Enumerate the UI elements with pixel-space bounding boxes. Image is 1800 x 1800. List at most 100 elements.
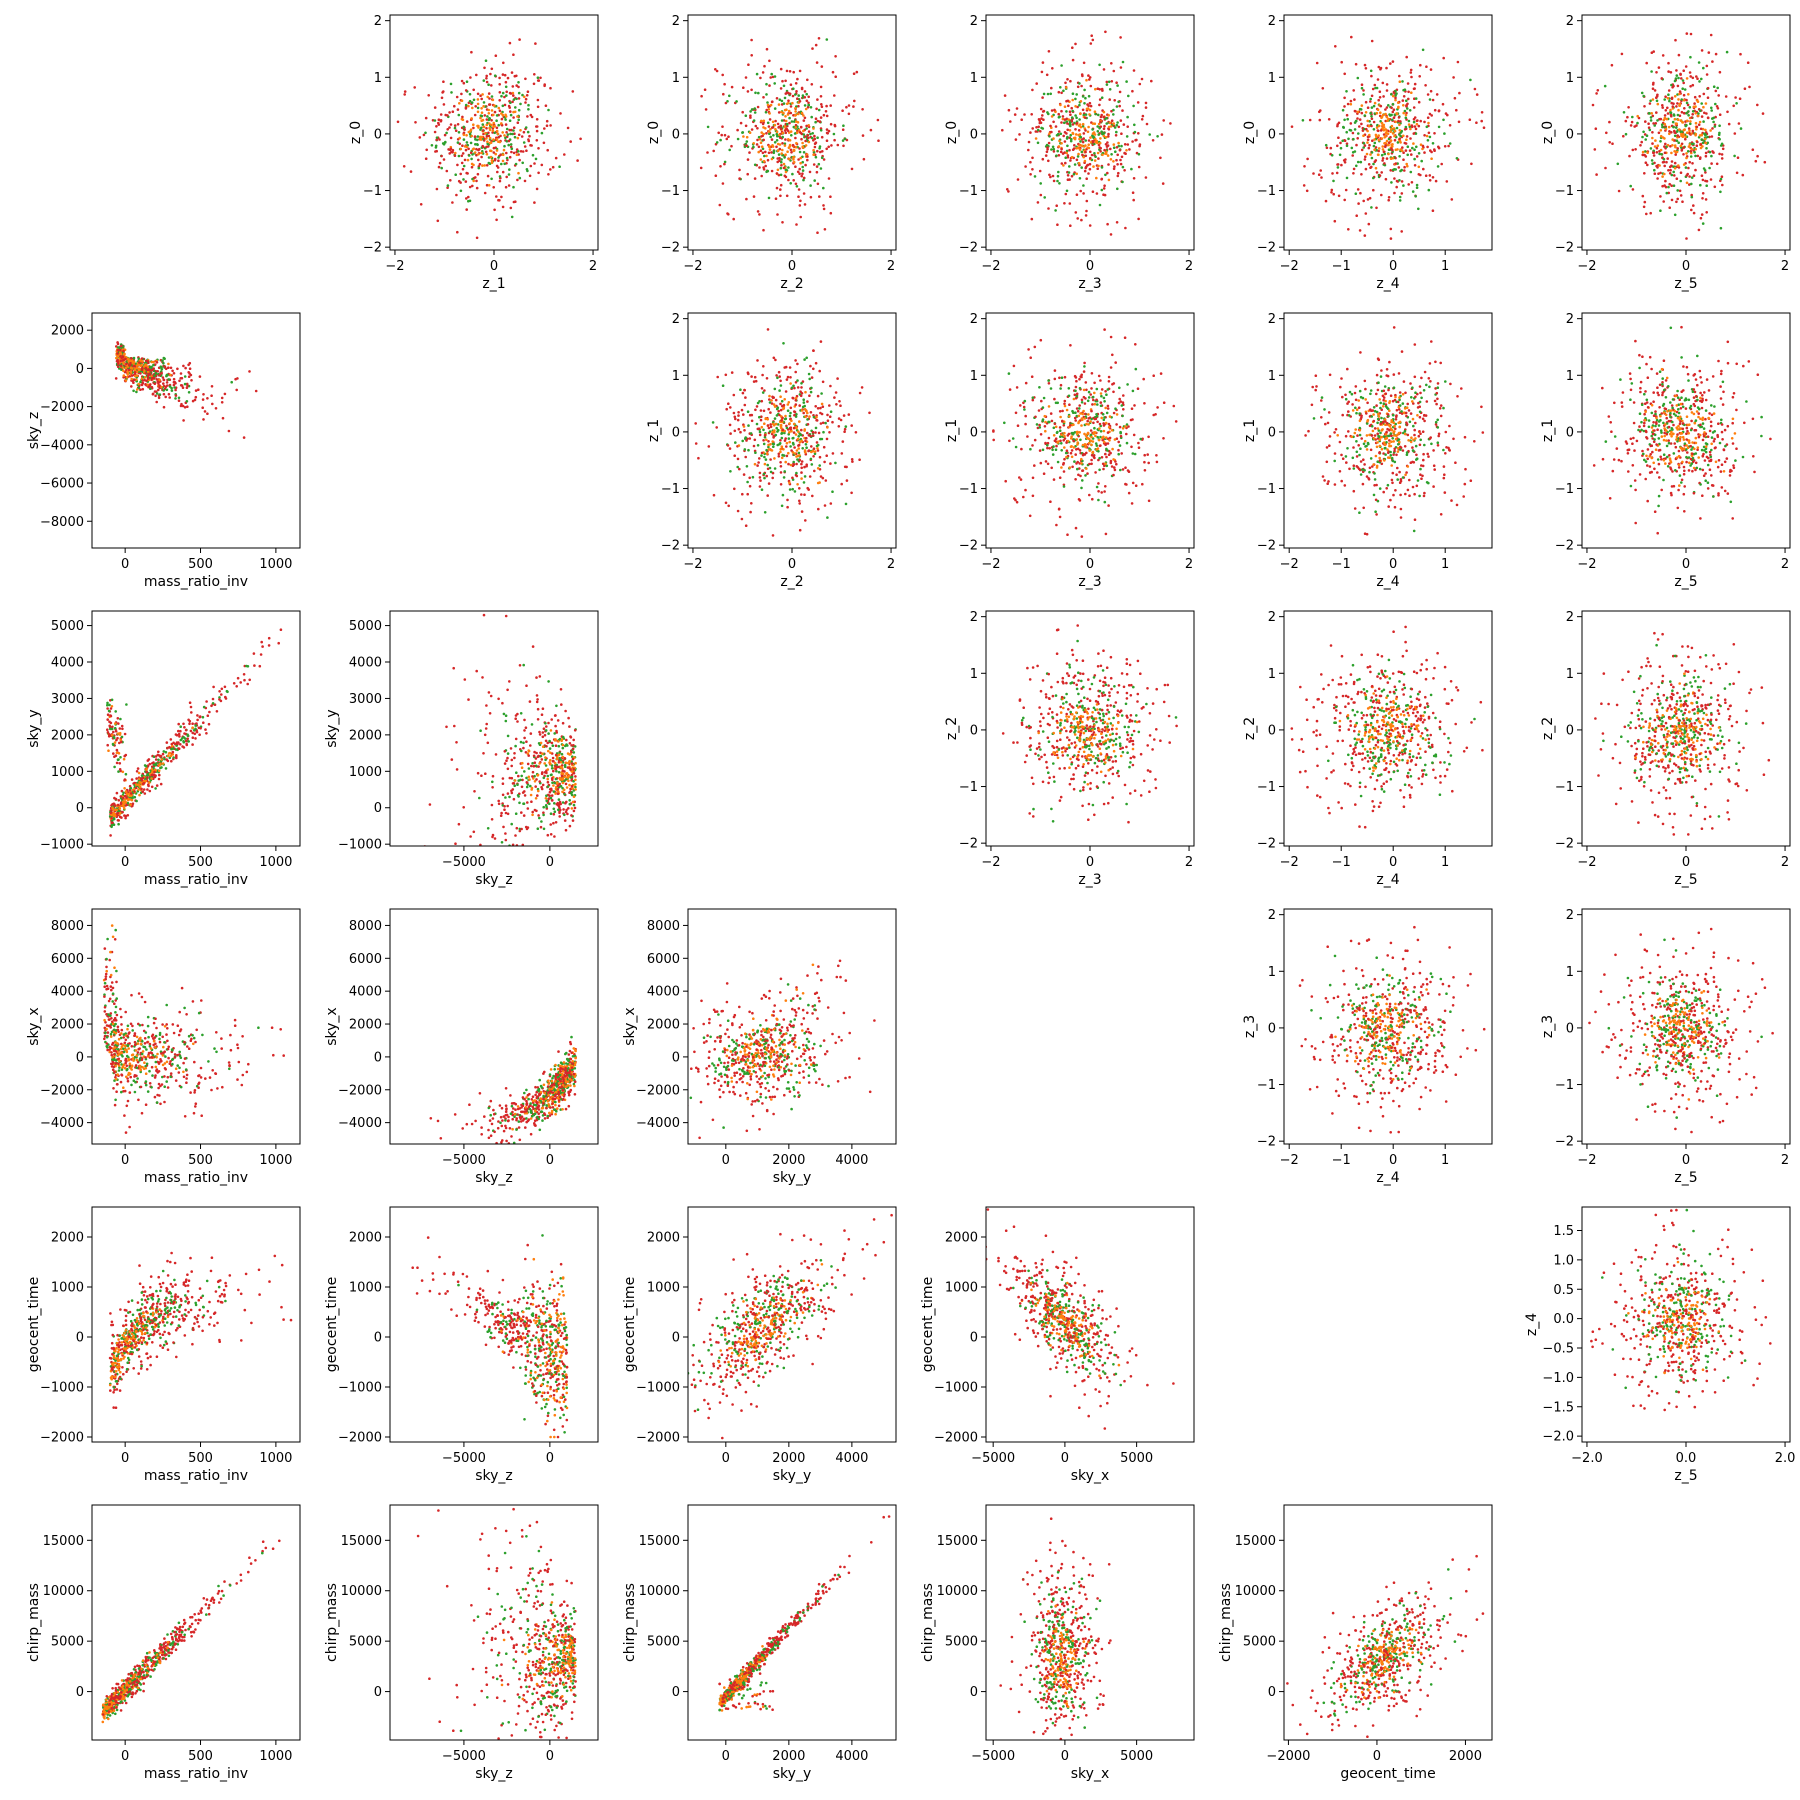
point-red <box>858 391 862 395</box>
point-orange <box>461 118 465 121</box>
point-red <box>1056 223 1059 226</box>
point-red <box>153 382 157 386</box>
point-red <box>480 155 483 159</box>
point-red <box>1124 466 1127 470</box>
point-red <box>1102 68 1106 71</box>
point-red <box>779 67 783 71</box>
point-red <box>1393 177 1396 180</box>
axes-frame <box>91 312 301 549</box>
point-red <box>759 76 762 80</box>
point-orange <box>745 135 749 139</box>
point-red <box>177 399 181 403</box>
point-red <box>116 362 120 366</box>
point-red <box>821 421 825 425</box>
point-orange <box>782 448 785 451</box>
point-red <box>738 467 741 471</box>
point-green <box>170 389 174 392</box>
point-green <box>1038 426 1042 429</box>
point-green <box>1372 104 1376 108</box>
point-green <box>1084 96 1087 100</box>
point-red <box>1407 97 1410 101</box>
point-orange <box>812 148 815 152</box>
point-red <box>481 129 485 132</box>
point-green <box>487 156 491 159</box>
point-red <box>1673 131 1676 134</box>
point-red <box>146 359 149 363</box>
point-red <box>424 157 428 160</box>
point-red <box>831 70 835 74</box>
point-green <box>774 433 778 437</box>
point-red <box>488 103 491 106</box>
point-green <box>792 436 795 440</box>
point-orange <box>492 125 495 129</box>
point-orange <box>1379 111 1382 114</box>
point-red <box>1079 189 1082 193</box>
point-red <box>448 152 452 155</box>
point-green <box>1672 184 1676 187</box>
point-green <box>1148 133 1151 136</box>
point-red <box>1738 97 1742 100</box>
point-green <box>783 431 786 435</box>
point-red <box>1352 167 1356 171</box>
point-red <box>547 173 550 176</box>
point-green <box>1101 132 1104 136</box>
point-red <box>202 418 205 421</box>
point-red <box>465 171 469 175</box>
point-green <box>1116 121 1119 124</box>
point-red <box>1675 105 1678 108</box>
point-green <box>1404 116 1408 120</box>
point-red <box>725 137 729 141</box>
point-red <box>1671 105 1675 108</box>
point-red <box>1433 132 1436 135</box>
point-red <box>510 150 513 154</box>
point-red <box>125 362 128 366</box>
point-green <box>1068 123 1072 126</box>
point-red <box>127 368 131 372</box>
point-red <box>543 127 546 130</box>
point-orange <box>796 121 800 124</box>
point-orange <box>773 431 776 434</box>
point-orange <box>1690 147 1693 151</box>
point-red <box>1121 109 1124 112</box>
point-red <box>1370 165 1373 169</box>
x-tick-label: 0 <box>490 259 498 274</box>
point-red <box>158 373 161 377</box>
point-red <box>1428 174 1432 177</box>
point-red <box>1082 137 1085 140</box>
point-red <box>1113 99 1116 102</box>
point-red <box>403 90 407 93</box>
point-orange <box>799 156 802 160</box>
point-red <box>1147 435 1150 439</box>
point-red <box>1670 160 1674 163</box>
point-orange <box>1093 133 1097 136</box>
point-red <box>475 153 478 157</box>
point-green <box>1098 203 1102 207</box>
point-red <box>188 372 191 375</box>
point-green <box>764 110 768 114</box>
point-orange <box>169 373 172 377</box>
point-green <box>1115 123 1119 127</box>
point-red <box>512 151 516 155</box>
point-orange <box>1384 112 1387 116</box>
point-green <box>762 442 766 446</box>
point-red <box>1374 159 1378 162</box>
point-green <box>818 464 821 467</box>
point-red <box>1070 174 1074 178</box>
point-green <box>1070 137 1073 141</box>
point-green <box>1007 372 1011 375</box>
point-orange <box>119 352 123 356</box>
point-green <box>162 389 165 392</box>
point-red <box>1063 131 1067 134</box>
point-red <box>1605 131 1608 135</box>
point-orange <box>122 374 126 377</box>
point-green <box>1117 452 1120 456</box>
point-red <box>1404 149 1408 152</box>
point-green <box>508 119 512 122</box>
point-red <box>819 95 823 98</box>
point-red <box>772 434 775 438</box>
point-red <box>1031 444 1034 447</box>
point-red <box>752 195 756 198</box>
point-red <box>800 466 803 470</box>
point-red <box>729 406 732 409</box>
point-green <box>1112 146 1116 149</box>
